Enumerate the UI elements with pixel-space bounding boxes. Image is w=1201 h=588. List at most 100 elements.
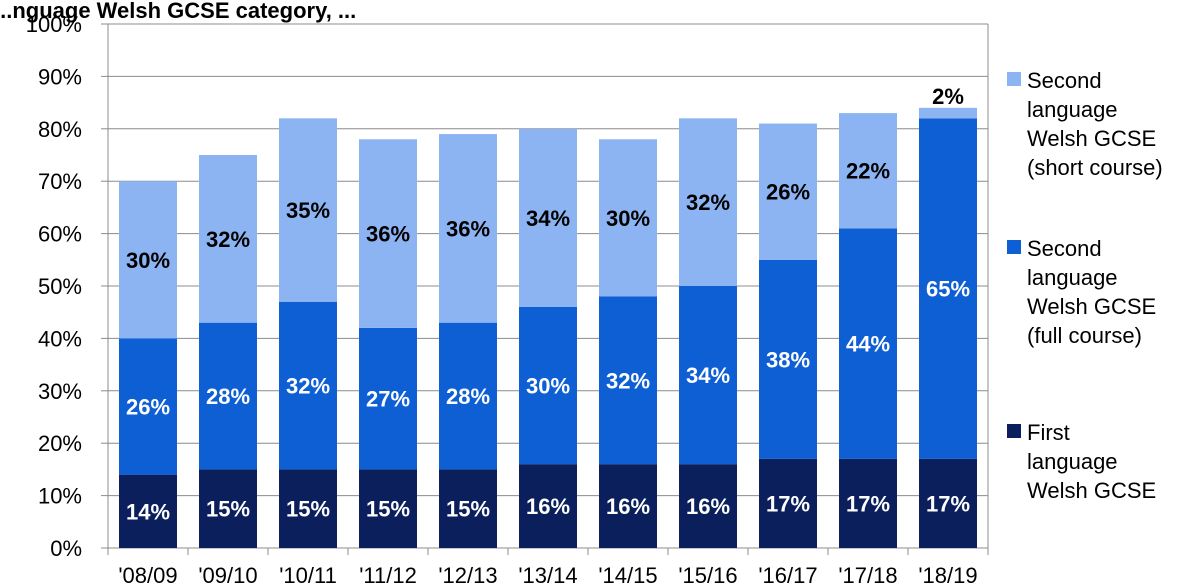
y-tick-label: 70% <box>38 169 82 194</box>
y-tick-label: 60% <box>38 222 82 247</box>
bar-segment <box>119 338 177 475</box>
bar-segment <box>199 155 257 323</box>
data-label: 15% <box>286 497 330 522</box>
x-tick-label: '10/11 <box>279 563 337 588</box>
bar-segment <box>359 469 417 548</box>
x-tick-label: '18/19 <box>918 563 977 588</box>
data-label: 30% <box>606 206 650 231</box>
bar-segment <box>679 118 737 286</box>
bar-segment <box>279 301 337 470</box>
bar-segment <box>279 118 337 302</box>
legend-swatch <box>1007 424 1021 438</box>
data-label: 2% <box>932 84 964 109</box>
legend-label: language <box>1027 97 1118 122</box>
x-tick-label: '09/10 <box>198 563 257 588</box>
data-label: 32% <box>606 368 650 393</box>
legend: Second language Welsh GCSE (short course) Se… <box>1007 68 1163 503</box>
data-label: 28% <box>206 384 250 409</box>
chart-title: ...nguage Welsh GCSE category, ... <box>0 0 356 23</box>
bar-segment <box>759 458 817 548</box>
bar-segment <box>119 474 177 548</box>
data-label: 32% <box>286 374 330 399</box>
x-tick-label: '13/14 <box>518 563 577 588</box>
y-tick-label: 30% <box>38 379 82 404</box>
bar-segment <box>679 464 737 548</box>
bar-segment <box>439 134 497 323</box>
y-tick-label: 20% <box>38 431 82 456</box>
legend-label: (short course) <box>1027 155 1163 180</box>
data-label: 17% <box>846 491 890 516</box>
bar-segment <box>439 469 497 548</box>
bar-segment <box>119 181 177 339</box>
data-label: 15% <box>206 497 250 522</box>
legend-label: First <box>1027 420 1070 445</box>
data-label: 16% <box>526 494 570 519</box>
data-label: 22% <box>846 159 890 184</box>
data-label: 15% <box>366 497 410 522</box>
x-tick-label: '17/18 <box>838 563 897 588</box>
data-label: 38% <box>766 347 810 372</box>
y-tick-label: 40% <box>38 326 82 351</box>
data-label: 28% <box>446 384 490 409</box>
bar-segment <box>519 128 577 307</box>
legend-label: Second <box>1027 236 1102 261</box>
data-label: 36% <box>366 222 410 247</box>
y-tick-label: 100% <box>26 12 82 37</box>
data-label: 32% <box>206 227 250 252</box>
bar-segment <box>439 322 497 470</box>
data-label: 32% <box>686 190 730 215</box>
data-label: 26% <box>126 395 170 420</box>
legend-label: language <box>1027 265 1118 290</box>
bar-segment <box>199 322 257 470</box>
bar-segment <box>359 327 417 470</box>
bar-segment <box>919 458 977 548</box>
legend-label: (full course) <box>1027 323 1142 348</box>
data-label: 35% <box>286 198 330 223</box>
bar-segment <box>359 139 417 328</box>
data-label: 30% <box>126 248 170 273</box>
legend-swatch <box>1007 240 1021 254</box>
x-tick-label: '12/13 <box>438 563 497 588</box>
x-tick-label: '14/15 <box>598 563 657 588</box>
data-label: 17% <box>766 491 810 516</box>
legend-label: Welsh GCSE <box>1027 126 1156 151</box>
bar-segment <box>839 228 897 459</box>
bars <box>119 107 977 548</box>
x-tick-label: '15/16 <box>678 563 737 588</box>
y-axis: 0% 10% 20% 30% 40% 50% 60% 70% 80% 90% 100% <box>26 12 109 561</box>
data-label: 27% <box>366 387 410 412</box>
legend-label: Second <box>1027 68 1102 93</box>
x-axis: '08/09 '09/10 '10/11 '11/12 '12/13 '13/14 '14/… <box>107 547 989 588</box>
bar-segment <box>519 464 577 548</box>
bar-segment <box>919 107 977 119</box>
bar-segment <box>759 123 817 260</box>
data-label: 65% <box>926 277 970 302</box>
y-tick-label: 0% <box>50 536 82 561</box>
data-label: 34% <box>686 363 730 388</box>
bar-segment <box>839 458 897 548</box>
x-tick-label: '11/12 <box>359 563 417 588</box>
bar-segment <box>599 464 657 548</box>
data-label: 34% <box>526 206 570 231</box>
data-label: 17% <box>926 491 970 516</box>
data-label: 30% <box>526 374 570 399</box>
y-tick-label: 80% <box>38 117 82 142</box>
bar-segment <box>679 286 737 465</box>
data-label: 36% <box>446 216 490 241</box>
bar-segment <box>919 118 977 459</box>
legend-swatch <box>1007 72 1021 86</box>
bar-segment <box>599 139 657 297</box>
data-label: 16% <box>686 494 730 519</box>
x-tick-label: '08/09 <box>118 563 177 588</box>
data-label: 16% <box>606 494 650 519</box>
data-label: 14% <box>126 499 170 524</box>
legend-label: Welsh GCSE <box>1027 294 1156 319</box>
bar-segment <box>199 469 257 548</box>
x-tick-label: '16/17 <box>758 563 817 588</box>
data-labels: 14% 26% 30% 15% 28% 32% 15% 32% 35% 15% 27% 36% 15% 2… <box>126 84 970 524</box>
bar-segment <box>839 113 897 229</box>
bar-segment <box>599 296 657 465</box>
legend-label: Welsh GCSE <box>1027 478 1156 503</box>
data-label: 15% <box>446 497 490 522</box>
